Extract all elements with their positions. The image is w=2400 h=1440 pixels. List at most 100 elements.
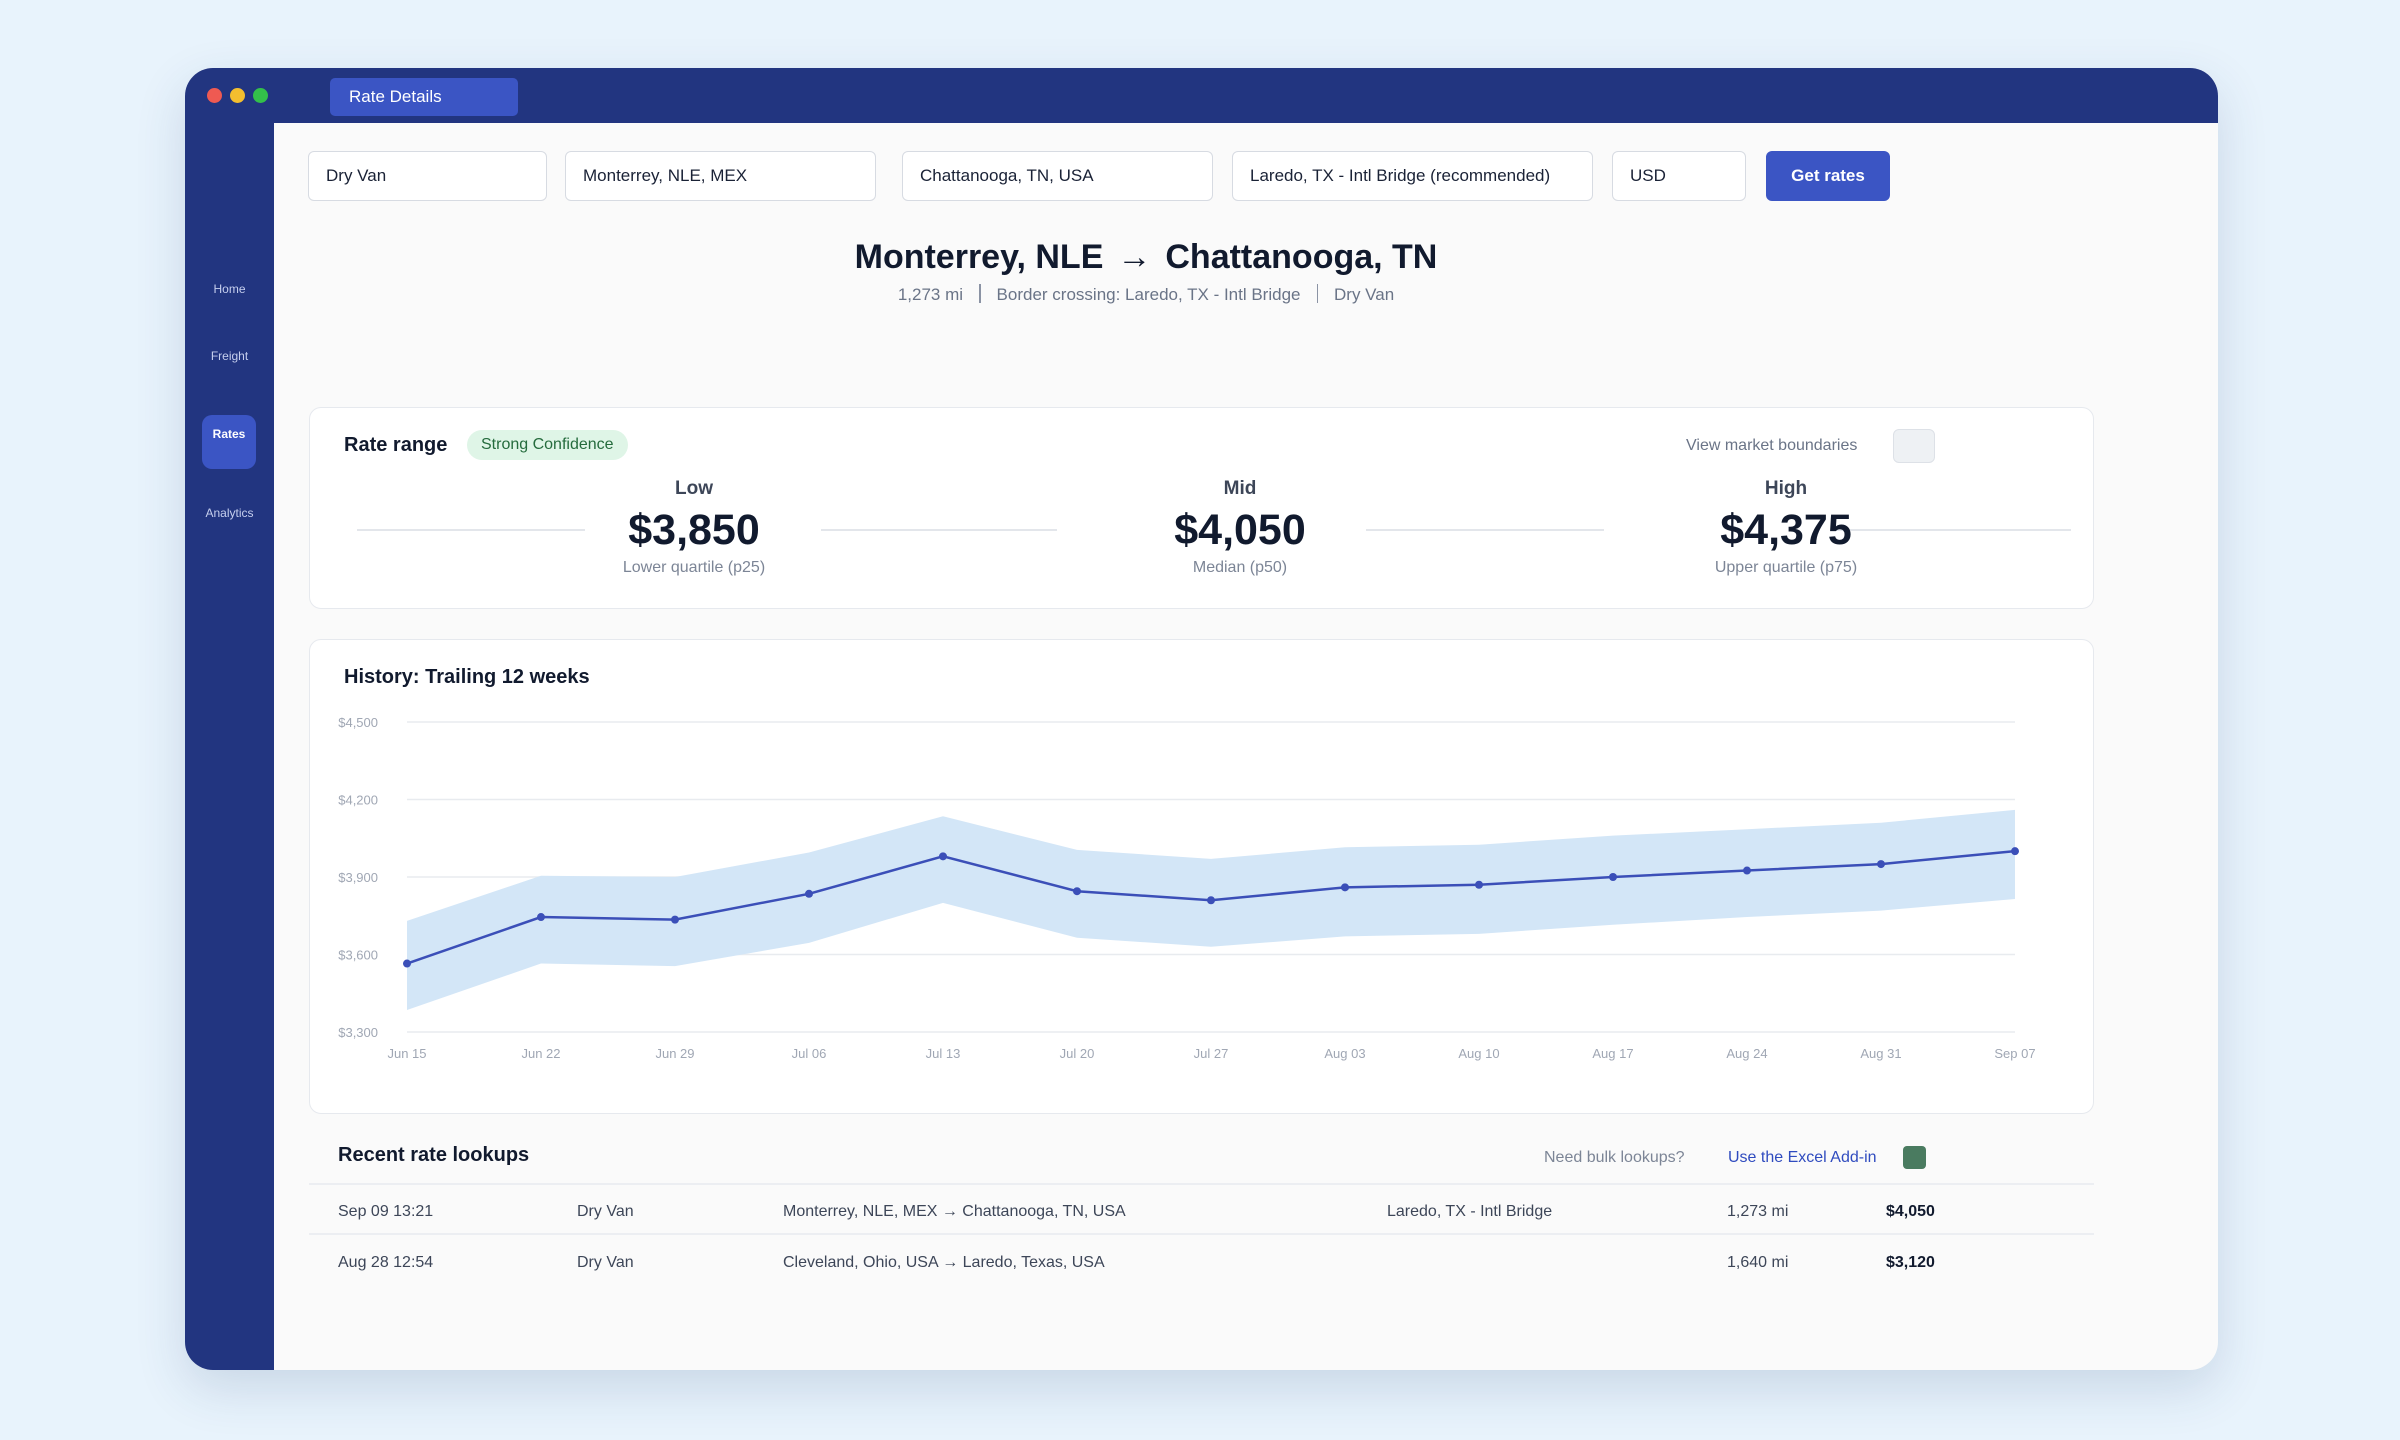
y-tick-label: $4,500 <box>338 715 378 730</box>
data-point <box>671 915 679 924</box>
route-title: Monterrey, NLE → Chattanooga, TN <box>274 238 2018 277</box>
x-tick-label: Jun 29 <box>655 1046 694 1061</box>
data-point <box>1341 883 1349 892</box>
divider <box>821 529 1057 531</box>
x-tick-label: Aug 24 <box>1726 1046 1767 1061</box>
route-origin: Monterrey, NLE <box>854 238 1104 276</box>
history-card: History: Trailing 12 weeks $4,500 $4,200 $… <box>309 639 2094 1114</box>
route-distance: 1,273 mi <box>897 285 964 304</box>
y-tick-label: $3,900 <box>338 870 378 885</box>
main-content: Dry Van Monterrey, NLE, MEX Chattanooga,… <box>274 123 2218 1370</box>
market-boundaries-label: View market boundaries <box>1686 437 1858 454</box>
data-point <box>1877 860 1885 869</box>
history-chart: $4,500 $4,200 $3,900 $3,600 $3,300 Jun 15 Jun … <box>338 715 2035 1061</box>
rate-mid-value: $4,050 <box>1174 506 1306 554</box>
data-point <box>1609 873 1617 881</box>
rate-low-label: Low <box>675 478 713 499</box>
app-window: Rate Details Home Freight Rates Analytic… <box>185 68 2218 1370</box>
border-crossing-select[interactable]: Laredo, TX - Intl Bridge (recommended) <box>1232 151 1593 201</box>
rate-low-value: $3,850 <box>628 506 760 554</box>
excel-addin-link[interactable]: Use the Excel Add-in <box>1728 1149 1877 1166</box>
y-tick-label: $3,600 <box>338 948 378 963</box>
data-point <box>1207 896 1215 905</box>
data-point <box>939 852 947 861</box>
rate-high-label: High <box>1764 478 1808 499</box>
x-tick-label: Aug 17 <box>1592 1046 1633 1061</box>
row-price: $3,120 <box>1886 1254 1935 1271</box>
maximize-window-button[interactable] <box>253 88 268 103</box>
rate-high-value: $4,375 <box>1720 506 1852 554</box>
data-point <box>805 889 813 898</box>
x-tick-label: Aug 10 <box>1458 1046 1499 1061</box>
route-equipment: Dry Van <box>1334 285 1395 304</box>
sidebar-item-rates[interactable]: Rates <box>202 415 256 469</box>
row-date: Aug 28 12:54 <box>338 1254 434 1271</box>
rate-mid: Mid $4,050 Median (p50) <box>1110 478 1370 577</box>
sidebar: Home Freight Rates Analytics <box>185 123 274 1370</box>
destination-input[interactable]: Chattanooga, TN, USA <box>902 151 1213 201</box>
bulk-lookups-prompt: Need bulk lookups? <box>1544 1149 1685 1166</box>
data-point <box>537 913 545 922</box>
x-tick-label: Jul 20 <box>1060 1046 1095 1061</box>
rate-high: High $4,375 Upper quartile (p75) <box>1656 478 1916 577</box>
row-distance: 1,273 mi <box>1727 1203 1789 1220</box>
data-point <box>2011 847 2019 856</box>
divider <box>357 529 585 531</box>
confidence-band <box>407 809 2015 1011</box>
history-title: History: Trailing 12 weeks <box>344 666 590 688</box>
divider <box>1834 529 2071 531</box>
x-tick-label: Jun 15 <box>387 1046 426 1061</box>
divider <box>979 284 981 303</box>
get-rates-button[interactable]: Get rates <box>1766 151 1890 201</box>
data-point <box>1475 880 1483 889</box>
data-point <box>1743 866 1751 875</box>
x-tick-label: Sep 07 <box>1994 1046 2035 1061</box>
tab-rate-details[interactable]: Rate Details <box>330 78 518 116</box>
row-date: Sep 09 13:21 <box>338 1203 434 1220</box>
confidence-badge: Strong Confidence <box>467 430 628 460</box>
recent-lookups-title: Recent rate lookups <box>338 1144 530 1166</box>
row-equipment: Dry Van <box>577 1254 634 1271</box>
x-tick-label: Jul 27 <box>1194 1046 1229 1061</box>
rate-low-sub: Lower quartile (p25) <box>622 559 766 576</box>
rate-low: Low $3,850 Lower quartile (p25) <box>564 478 824 577</box>
excel-icon[interactable] <box>1903 1146 1926 1169</box>
divider <box>1366 529 1604 531</box>
row-lane: Cleveland, Ohio, USA → Laredo, Texas, US… <box>783 1254 1105 1271</box>
route-destination: Chattanooga, TN <box>1165 238 1438 276</box>
rate-range-card: Rate range Strong Confidence View market… <box>309 407 2094 609</box>
x-tick-label: Aug 31 <box>1860 1046 1901 1061</box>
y-tick-label: $4,200 <box>338 793 378 808</box>
minimize-window-button[interactable] <box>230 88 245 103</box>
equipment-select[interactable]: Dry Van <box>308 151 547 201</box>
x-tick-label: Jul 13 <box>926 1046 961 1061</box>
title-bar: Rate Details <box>185 68 2218 123</box>
x-tick-label: Jul 06 <box>792 1046 827 1061</box>
divider <box>309 1183 2094 1185</box>
rate-high-sub: Upper quartile (p75) <box>1714 559 1858 576</box>
row-equipment: Dry Van <box>577 1203 634 1220</box>
currency-select[interactable]: USD <box>1612 151 1746 201</box>
rate-mid-label: Mid <box>1223 478 1257 499</box>
market-boundaries-toggle[interactable] <box>1893 429 1935 463</box>
row-lane: Monterrey, NLE, MEX → Chattanooga, TN, U… <box>783 1203 1126 1220</box>
row-distance: 1,640 mi <box>1727 1254 1789 1271</box>
divider <box>309 1233 2094 1235</box>
arrow-right-icon: → <box>1117 238 1152 276</box>
close-window-button[interactable] <box>207 88 222 103</box>
x-tick-label: Aug 03 <box>1324 1046 1365 1061</box>
divider <box>1316 284 1318 303</box>
row-price: $4,050 <box>1886 1203 1935 1220</box>
row-border: Laredo, TX - Intl Bridge <box>1387 1203 1553 1220</box>
sidebar-item-home[interactable]: Home <box>213 282 246 296</box>
sidebar-item-freight[interactable]: Freight <box>210 349 249 363</box>
route-meta: 1,273 mi Border crossing: Laredo, TX - In… <box>274 284 2018 305</box>
origin-input[interactable]: Monterrey, NLE, MEX <box>565 151 876 201</box>
rate-range-title: Rate range <box>344 434 448 456</box>
data-point <box>403 959 411 968</box>
x-tick-label: Jun 22 <box>521 1046 560 1061</box>
route-border: Border crossing: Laredo, TX - Intl Bridg… <box>996 285 1301 304</box>
rate-mid-sub: Median (p50) <box>1192 559 1288 576</box>
sidebar-item-analytics[interactable]: Analytics <box>205 506 254 520</box>
data-point <box>1073 887 1081 896</box>
